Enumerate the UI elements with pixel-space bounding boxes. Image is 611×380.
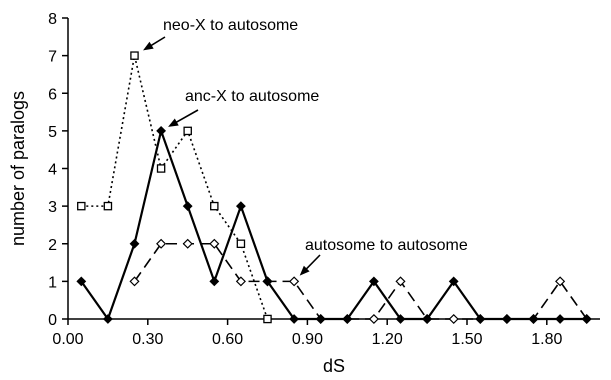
data-point-ancX (475, 314, 486, 324)
data-point-ancX (528, 314, 539, 324)
x-tick-label: 0.00 (52, 331, 83, 348)
data-point-ancX (182, 201, 193, 212)
data-point-ancX (395, 314, 406, 324)
data-point-ancX (501, 314, 512, 324)
data-point-autoAuto (182, 238, 193, 249)
data-point-neoX (183, 126, 192, 136)
x-tick-label: 0.30 (132, 331, 163, 348)
annotation-label-ancX: anc-X to autosome (185, 88, 319, 105)
series (76, 51, 592, 325)
annotation-arrowhead (168, 118, 179, 127)
data-point-ancX (209, 276, 220, 287)
y-tick-label: 8 (48, 11, 57, 28)
data-point-ancX (102, 314, 113, 324)
y-tick-label: 2 (48, 237, 57, 254)
data-point-ancX (129, 238, 140, 249)
x-axis-title: dS (323, 356, 345, 376)
annotation-autoAuto: autosome to autosome (299, 237, 468, 276)
axes (67, 18, 600, 320)
data-point-ancX (156, 125, 167, 136)
y-tick-label: 4 (48, 162, 57, 179)
series-ancX (76, 125, 592, 324)
y-tick-label: 0 (48, 312, 57, 329)
data-point-neoX (156, 164, 166, 173)
data-point-ancX (315, 314, 326, 324)
data-point-neoX (263, 314, 272, 324)
annotation-arrowhead (299, 265, 310, 276)
data-point-ancX (368, 276, 379, 287)
data-point-ancX (235, 201, 246, 212)
data-point-neoX (77, 201, 86, 211)
data-point-ancX (76, 276, 87, 287)
data-point-autoAuto (156, 238, 167, 249)
y-axis-title: number of paralogs (8, 91, 28, 246)
y-tick-label: 1 (48, 274, 57, 291)
data-point-autoAuto (395, 276, 406, 287)
data-point-autoAuto (368, 313, 379, 325)
series-neoX (77, 51, 272, 324)
data-point-ancX (448, 276, 459, 287)
annotations: neo-X to autosome anc-X to autosome autoso… (143, 17, 468, 276)
annotation-arrowhead (143, 41, 154, 51)
data-point-ancX (422, 314, 433, 324)
x-tick-label: 1.50 (451, 331, 482, 348)
series-line-ancX (80, 126, 587, 322)
y-tick-label: 6 (48, 86, 57, 103)
data-point-neoX (210, 201, 219, 211)
annotation-label-neoX: neo-X to autosome (163, 17, 298, 34)
y-tick-label: 5 (48, 124, 57, 141)
x-tick-label: 1.20 (372, 331, 403, 348)
annotation-ancX: anc-X to autosome (168, 88, 319, 127)
data-point-autoAuto (289, 276, 300, 287)
data-point-ancX (262, 276, 273, 287)
data-point-autoAuto (129, 276, 140, 287)
data-point-autoAuto (448, 313, 459, 325)
annotation-neoX: neo-X to autosome (143, 17, 298, 51)
data-point-ancX (581, 314, 592, 324)
annotation-arrow-line (172, 109, 199, 125)
data-point-ancX (342, 314, 353, 324)
series-line-autoAuto (133, 242, 588, 320)
x-tick-label: 0.60 (212, 331, 243, 348)
data-point-ancX (555, 314, 566, 324)
x-tick-label: 1.80 (531, 331, 562, 348)
data-point-autoAuto (555, 276, 566, 287)
data-point-neoX (130, 51, 139, 60)
x-tick-label: 0.90 (292, 331, 323, 348)
data-point-autoAuto (209, 238, 220, 249)
data-point-autoAuto (235, 276, 246, 287)
annotation-label-autoAuto: autosome to autosome (305, 237, 468, 254)
y-tick-label: 3 (48, 199, 57, 216)
data-point-ancX (289, 314, 300, 324)
y-tick-label: 7 (48, 49, 57, 66)
data-point-neoX (236, 239, 246, 248)
data-point-neoX (103, 201, 113, 211)
ticks: 0 1 2 3 4 5 6 7 8 0.00 0.30 0.60 0.90 1.20 1.50 1.80 (48, 11, 562, 348)
